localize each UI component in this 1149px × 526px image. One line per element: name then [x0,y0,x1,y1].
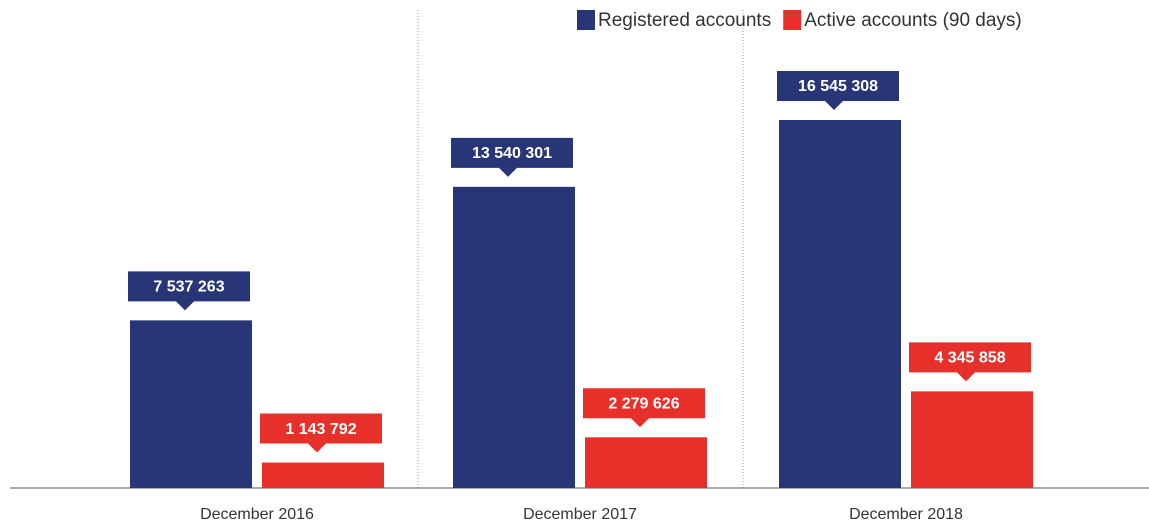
x-tick-label: December 2017 [523,506,637,523]
bar [130,320,252,488]
bar [779,120,901,488]
value-label: 16 545 308 [798,78,878,95]
legend-label: Active accounts (90 days) [804,10,1022,31]
value-label-box [451,137,573,177]
x-tick-label: December 2016 [200,506,314,523]
value-label: 1 143 792 [285,421,356,438]
value-label: 13 540 301 [472,145,552,162]
value-label-box [128,271,250,311]
value-label-box [909,342,1031,382]
bar [911,391,1033,488]
value-label: 7 537 263 [153,279,224,296]
legend-swatch [577,10,595,30]
bar [453,186,575,489]
value-label-box [260,413,382,453]
value-label: 2 279 626 [608,396,679,413]
bar [262,462,384,488]
value-label-box [777,71,899,110]
bar [585,437,707,488]
x-tick-label: December 2018 [849,506,963,523]
legend-label: Registered accounts [598,10,771,31]
legend-swatch [783,10,802,30]
value-label: 4 345 858 [934,350,1005,367]
value-label-box [583,388,705,428]
